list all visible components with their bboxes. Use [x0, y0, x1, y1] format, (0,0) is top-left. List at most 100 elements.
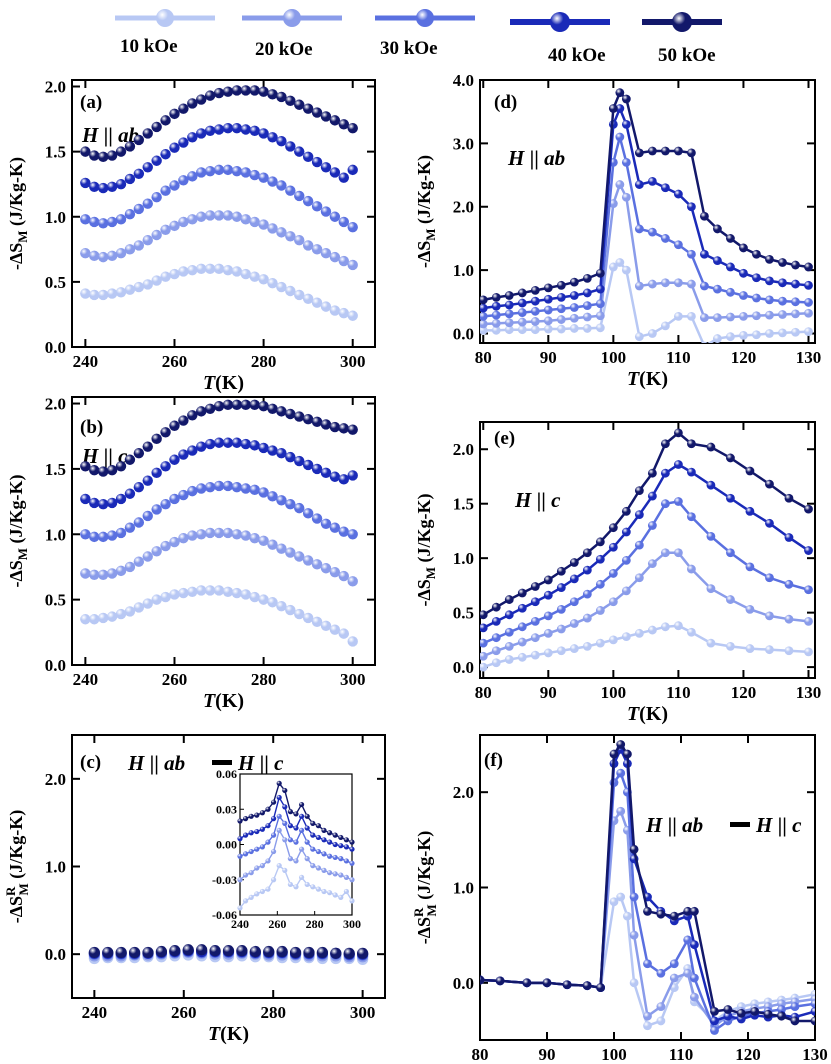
data-point: [616, 740, 626, 749]
data-point: [311, 463, 323, 475]
series-10-koe: [480, 258, 813, 343]
data-point: [660, 321, 670, 331]
data-point: [258, 274, 269, 285]
inset-data-point: [349, 860, 355, 866]
data-point: [285, 231, 296, 242]
data-point: [706, 584, 716, 594]
data-point: [80, 493, 91, 505]
data-point: [142, 510, 153, 522]
series-20-koe: [480, 806, 815, 1031]
inset-data-point: [349, 898, 355, 904]
data-point: [169, 536, 180, 548]
data-point: [213, 164, 225, 176]
data-point: [294, 455, 305, 467]
y-tick-label: 1.5: [453, 495, 474, 514]
data-point: [621, 192, 631, 202]
data-point: [222, 527, 234, 539]
data-point: [89, 250, 100, 262]
data-point: [530, 286, 540, 295]
data-point: [276, 448, 287, 459]
x-tick-label: 130: [802, 1045, 828, 1064]
data-point: [106, 568, 118, 579]
data-point: [791, 309, 800, 319]
legend-entry-50koe: 50 kOe: [642, 12, 722, 66]
data-point: [249, 399, 260, 411]
x-tick-label: 120: [731, 348, 757, 367]
data-point: [582, 548, 592, 558]
data-point: [656, 1002, 666, 1012]
inset-data-point: [310, 820, 316, 826]
data-point: [89, 181, 100, 192]
series-line: [480, 770, 815, 1033]
inset-data-point: [248, 894, 254, 900]
data-point: [151, 546, 162, 557]
data-point: [504, 642, 514, 651]
data-point: [285, 499, 296, 510]
data-point: [629, 930, 639, 940]
data-point: [660, 439, 670, 449]
data-point: [726, 642, 735, 651]
inset-data-point: [276, 813, 282, 819]
inset-data-point: [299, 801, 305, 808]
data-point: [276, 227, 287, 238]
data-point: [517, 603, 527, 613]
data-point: [231, 399, 243, 411]
plot-frame: [479, 79, 816, 344]
field-annotation-difference: H || ab: [645, 813, 703, 837]
data-point: [778, 328, 787, 338]
data-point: [543, 324, 553, 334]
data-point: [491, 616, 501, 626]
inset-data-point: [248, 813, 254, 819]
inset-data-point: [349, 839, 355, 845]
data-point: [338, 255, 350, 267]
legend-label: 20 kOe: [255, 39, 313, 60]
data-point: [621, 119, 631, 129]
series-50-koe: [88, 944, 369, 959]
panel-c: 240 260 280 300 0.0 1.0 2.0 T(K) -ΔSRM (J/Kg-K) (…: [3, 734, 386, 1045]
y-tick-label: 1.0: [45, 858, 66, 877]
inset-data-point: [237, 877, 243, 883]
data-point: [142, 551, 153, 562]
data-point: [209, 945, 221, 957]
panel-e: 80 90 100 110 120 130 0.0 0.5 1.0 1.5 2.0 T(K) -ΔSM …: [414, 421, 821, 725]
y-tick-label: 2.0: [45, 770, 66, 789]
data-point: [320, 620, 332, 631]
data-point: [530, 317, 540, 326]
data-area: [480, 88, 813, 343]
data-point: [629, 892, 639, 902]
x-tick-label: 240: [73, 352, 99, 371]
data-point: [204, 165, 216, 177]
data-point: [713, 313, 722, 323]
inset-data-point: [304, 839, 310, 845]
x-tick-label: 90: [539, 1045, 556, 1064]
series-40-koe: [480, 460, 813, 633]
inset-data-point: [237, 853, 243, 859]
data-point: [160, 115, 171, 126]
data-point: [187, 171, 198, 182]
series-30-koe: [80, 480, 358, 543]
data-point: [187, 214, 198, 225]
inset-data-point: [271, 877, 277, 883]
data-point: [124, 606, 136, 617]
data-point: [347, 221, 358, 233]
data-point: [267, 403, 278, 414]
data-area: [480, 428, 813, 672]
data-point: [647, 227, 657, 237]
data-point: [706, 480, 716, 490]
data-point: [178, 216, 189, 228]
y-tick-label: 3.0: [453, 134, 474, 153]
data-point: [683, 968, 693, 978]
data-point: [480, 623, 488, 633]
data-point: [690, 992, 699, 1002]
inset-data-point: [293, 884, 299, 890]
series-30-koe: [480, 768, 815, 1035]
data-point: [517, 637, 527, 647]
data-point: [89, 465, 100, 476]
inset-data-point: [338, 872, 344, 878]
x-tick-label: 110: [669, 1045, 694, 1064]
data-point: [338, 526, 350, 537]
field-annotation: H || c: [514, 488, 561, 512]
data-point: [810, 999, 815, 1009]
data-point: [517, 308, 527, 317]
data-point: [777, 1011, 786, 1021]
